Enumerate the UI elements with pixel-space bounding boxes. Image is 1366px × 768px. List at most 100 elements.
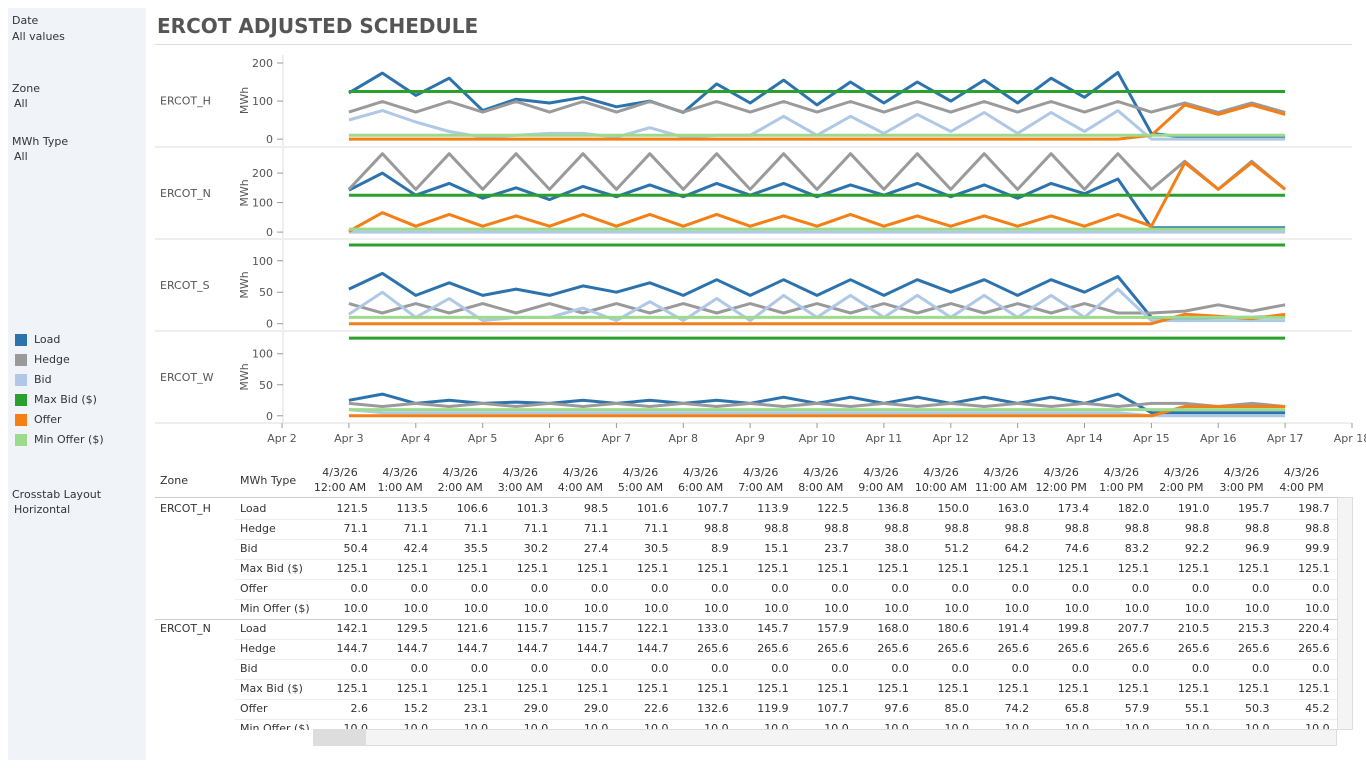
cell: 125.1 <box>516 562 549 575</box>
column-time: 2:00 PM <box>1159 481 1204 494</box>
x-tick-label: Apr 14 <box>1066 432 1103 445</box>
plot <box>348 336 1286 418</box>
title-rule <box>155 44 1352 45</box>
legend-swatch <box>15 334 27 346</box>
zone-label: ERCOT_H <box>160 502 211 515</box>
cell: 125.1 <box>637 562 669 575</box>
column-date: 4/3/26 <box>1043 466 1079 479</box>
cell: 98.5 <box>583 502 609 515</box>
cell: 10.0 <box>644 722 669 730</box>
cell: 10.0 <box>583 722 609 730</box>
cell: 10.0 <box>824 722 849 730</box>
cell: 0.0 <box>831 582 849 595</box>
cell: 57.9 <box>1124 702 1150 715</box>
cell: 125.1 <box>1117 562 1150 575</box>
cell: 168.0 <box>877 622 909 635</box>
cell: 125.1 <box>1238 562 1270 575</box>
cell: 144.7 <box>516 642 549 655</box>
y-tick-label: 100 <box>252 348 273 361</box>
cell: 144.7 <box>576 642 609 655</box>
cell: 265.6 <box>1117 642 1150 655</box>
cell: 106.6 <box>456 502 489 515</box>
cell: 144.7 <box>456 642 489 655</box>
series-line <box>348 408 1286 418</box>
cell: 191.4 <box>997 622 1030 635</box>
cell: 125.1 <box>697 562 729 575</box>
scroll-thumb[interactable] <box>314 730 366 745</box>
cell: 10.0 <box>1245 602 1270 615</box>
cell: 10.0 <box>1305 602 1330 615</box>
chart: ERCOT_H MWh 0 100 200 ERCOT_N MWh 0 100 200 ERCOT_… <box>155 55 1366 445</box>
cell: 125.1 <box>576 562 609 575</box>
cell: 10.0 <box>824 602 849 615</box>
cell: 125.1 <box>456 562 489 575</box>
plot <box>348 243 1286 326</box>
cell: 122.5 <box>817 502 849 515</box>
type-label: Bid <box>240 542 258 555</box>
plot <box>347 152 1287 234</box>
cell: 0.0 <box>1131 582 1150 595</box>
cell: 98.8 <box>884 522 909 535</box>
vertical-scrollbar[interactable] <box>1337 497 1353 730</box>
horizontal-scrollbar[interactable] <box>313 729 1337 746</box>
cell: 125.1 <box>877 682 909 695</box>
series-line <box>348 401 1286 408</box>
cell: 50.4 <box>343 542 369 555</box>
cell: 121.5 <box>336 502 369 515</box>
y-tick-label: 0 <box>266 318 273 331</box>
cell: 125.1 <box>817 682 849 695</box>
cell: 0.0 <box>350 662 369 675</box>
cell: 0.0 <box>530 582 549 595</box>
cell: 10.0 <box>343 602 369 615</box>
type-label: Hedge <box>240 522 276 535</box>
cell: 98.8 <box>1004 522 1030 535</box>
series-line <box>347 152 1287 191</box>
cell: 265.6 <box>877 642 909 655</box>
y-tick-label: 0 <box>266 133 273 146</box>
cell: 71.1 <box>523 522 549 535</box>
column-time: 9:00 AM <box>858 481 904 494</box>
column-header: MWh Type <box>240 474 297 487</box>
cell: 98.8 <box>944 522 970 535</box>
cell: 0.0 <box>1131 662 1150 675</box>
cell: 30.5 <box>644 542 669 555</box>
column-date: 4/3/26 <box>1163 466 1200 479</box>
type-label: Min Offer ($) <box>240 602 310 615</box>
legend-label: Hedge <box>34 353 70 366</box>
series-line <box>348 405 1286 418</box>
column-date: 4/3/26 <box>742 466 779 479</box>
cell: 10.0 <box>764 602 789 615</box>
legend-swatch <box>15 414 27 426</box>
cell: 125.1 <box>336 682 369 695</box>
cell: 0.0 <box>470 582 489 595</box>
legend-label: Bid <box>34 373 52 386</box>
cell: 10.0 <box>463 722 489 730</box>
cell: 150.0 <box>937 502 970 515</box>
cell: 0.0 <box>590 582 609 595</box>
type-label: Load <box>240 622 267 635</box>
cell: 129.5 <box>396 622 429 635</box>
legend-label: Max Bid ($) <box>34 393 97 406</box>
cell: 51.2 <box>944 542 970 555</box>
cell: 10.0 <box>764 722 789 730</box>
x-tick-label: Apr 3 <box>334 432 364 445</box>
column-time: 3:00 PM <box>1219 481 1264 494</box>
y-axis-title: MWh <box>238 179 251 206</box>
cell: 0.0 <box>651 662 669 675</box>
filter-value: All <box>14 97 28 110</box>
cell: 64.2 <box>1004 542 1030 555</box>
row-rule <box>235 699 1337 700</box>
cell: 55.1 <box>1184 702 1210 715</box>
cell: 71.1 <box>463 522 489 535</box>
cell: 265.6 <box>697 642 729 655</box>
cell: 265.6 <box>757 642 789 655</box>
x-tick-label: Apr 2 <box>267 432 297 445</box>
cell: 215.3 <box>1238 622 1270 635</box>
cell: 133.0 <box>697 622 729 635</box>
column-date: 4/3/26 <box>1103 466 1139 479</box>
column-time: 12:00 PM <box>1035 481 1087 494</box>
x-tick-label: Apr 13 <box>999 432 1036 445</box>
column-date: 4/3/26 <box>863 466 899 479</box>
filter-panel: Date All values Zone All MWh Type All Load Hedg… <box>8 8 146 760</box>
